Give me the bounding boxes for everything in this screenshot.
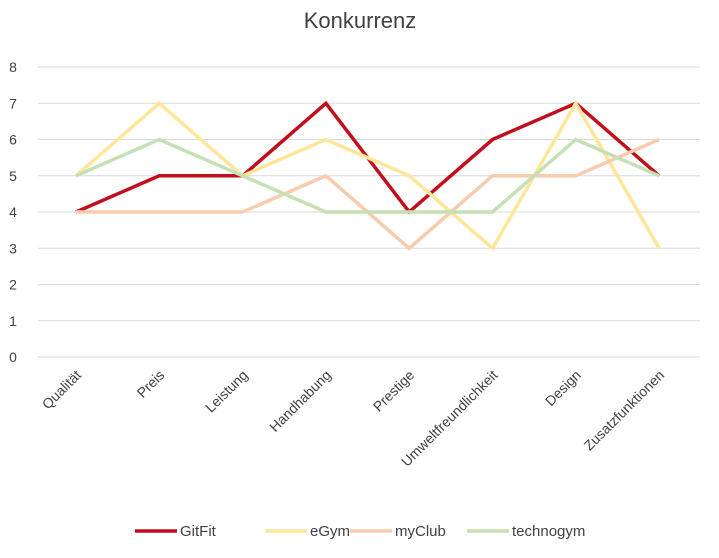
legend-label-gitfit: GitFit: [180, 523, 217, 540]
y-tick-label: 8: [9, 59, 17, 75]
legend-label-egym: eGym: [310, 523, 350, 540]
y-tick-label: 4: [9, 204, 17, 220]
y-tick-label: 3: [9, 240, 17, 256]
x-tick-label: Preis: [134, 367, 168, 401]
series-line-egym: [74, 99, 661, 252]
x-tick-label: Design: [542, 367, 584, 409]
y-tick-label: 2: [9, 277, 17, 293]
x-axis-ticks: Qualität Preis Leistung Handhabung PrestigeU…: [39, 367, 668, 470]
legend: GitFit eGym myClub technogym: [135, 523, 585, 540]
y-axis-ticks: 0 1 2 3 4 5 6 7 8: [9, 59, 17, 365]
x-tick-label: Zusatzfunktionen: [581, 367, 668, 454]
x-tick-label: Umweltfreundlichkeit: [398, 367, 501, 470]
series-lines: [74, 99, 661, 252]
legend-label-technogym: technogym: [512, 523, 585, 540]
x-tick-label: Prestige: [370, 367, 418, 415]
legend-label-myclub: myClub: [395, 523, 446, 540]
x-tick-label: Qualität: [39, 367, 85, 413]
y-tick-label: 1: [9, 313, 17, 329]
y-tick-label: 6: [9, 132, 17, 148]
y-tick-label: 7: [9, 95, 17, 111]
series-line-technogym: [75, 137, 660, 214]
x-tick-label: Handhabung: [266, 367, 334, 435]
chart-title: Konkurrenz: [304, 8, 417, 33]
x-tick-label: Leistung: [202, 367, 251, 416]
y-tick-label: 0: [9, 349, 17, 365]
y-tick-label: 5: [9, 168, 17, 184]
